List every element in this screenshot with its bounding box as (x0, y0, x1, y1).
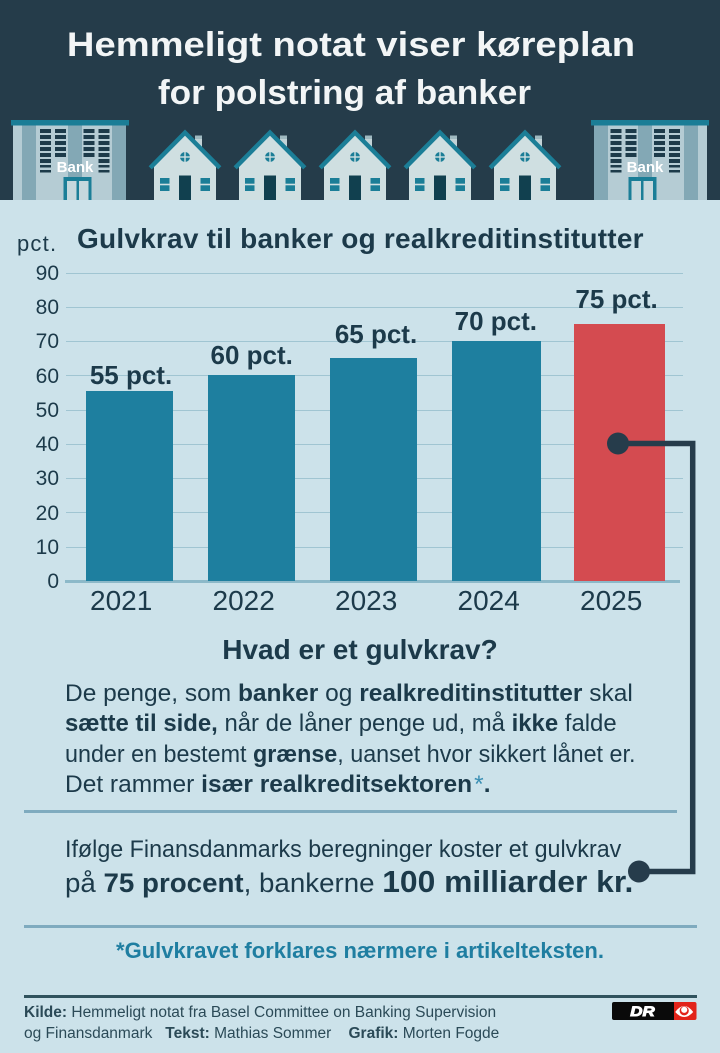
svg-text:Bank: Bank (57, 159, 94, 176)
svg-text:Bank: Bank (627, 159, 664, 176)
svg-text:DR: DR (630, 1004, 654, 1019)
